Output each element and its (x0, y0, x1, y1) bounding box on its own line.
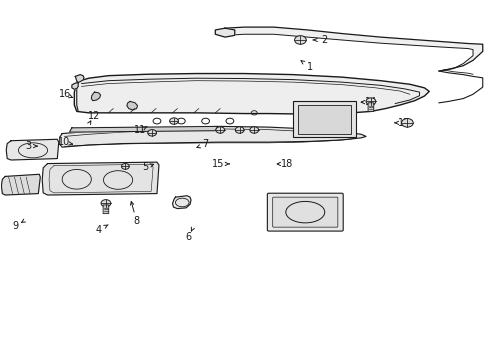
Polygon shape (42, 162, 159, 195)
Polygon shape (72, 75, 84, 89)
Text: 9: 9 (12, 221, 18, 231)
Text: 4: 4 (95, 225, 102, 235)
Circle shape (401, 118, 412, 127)
Circle shape (101, 200, 111, 207)
Text: 2: 2 (321, 35, 327, 45)
Text: 1: 1 (306, 62, 312, 72)
Text: 8: 8 (133, 216, 140, 226)
FancyBboxPatch shape (272, 197, 337, 227)
Bar (292, 102, 356, 137)
Polygon shape (126, 102, 137, 110)
Text: 6: 6 (185, 232, 191, 242)
Bar (297, 105, 351, 134)
Text: 13: 13 (324, 207, 337, 217)
FancyBboxPatch shape (267, 193, 343, 231)
Text: 7: 7 (202, 139, 208, 149)
FancyBboxPatch shape (103, 205, 108, 213)
FancyBboxPatch shape (367, 103, 373, 112)
Text: 15: 15 (211, 159, 224, 169)
Polygon shape (172, 196, 191, 208)
Polygon shape (69, 126, 217, 132)
Circle shape (294, 36, 305, 44)
Text: 10: 10 (58, 138, 70, 148)
Polygon shape (1, 174, 40, 195)
Text: 16: 16 (59, 89, 71, 99)
Text: 11: 11 (134, 125, 146, 135)
Circle shape (249, 127, 258, 133)
Text: 5: 5 (142, 162, 148, 172)
Circle shape (235, 127, 244, 133)
Circle shape (169, 118, 178, 124)
Polygon shape (91, 92, 101, 101)
Polygon shape (60, 126, 366, 147)
Circle shape (366, 98, 375, 105)
Text: 3: 3 (25, 141, 31, 151)
Polygon shape (6, 139, 59, 160)
Text: 12: 12 (87, 111, 100, 121)
Text: 14: 14 (364, 97, 376, 107)
Text: 18: 18 (281, 159, 293, 169)
Polygon shape (215, 28, 234, 37)
Circle shape (215, 127, 224, 133)
Circle shape (147, 130, 156, 136)
Text: 17: 17 (397, 118, 409, 128)
Polygon shape (74, 73, 428, 114)
Circle shape (121, 163, 129, 169)
Polygon shape (224, 27, 482, 71)
